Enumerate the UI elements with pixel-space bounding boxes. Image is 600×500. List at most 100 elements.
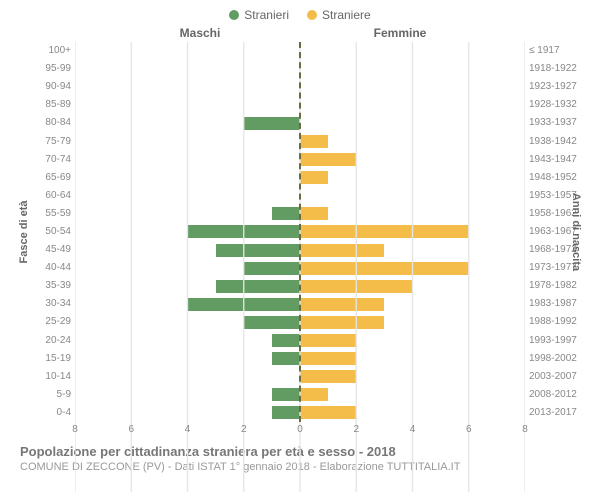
birth-year-label: 1983-1987	[529, 295, 580, 313]
age-label: 100+	[20, 42, 71, 60]
male-half	[75, 259, 300, 277]
male-bar	[216, 280, 300, 293]
male-half	[75, 404, 300, 422]
male-half	[75, 114, 300, 132]
age-label: 85-89	[20, 96, 71, 114]
male-bar	[272, 406, 300, 419]
birth-year-label: 1943-1947	[529, 151, 580, 169]
birth-year-label: 1918-1922	[529, 60, 580, 78]
center-line	[299, 42, 301, 422]
female-half	[300, 169, 525, 187]
col-header-left: Maschi	[100, 26, 300, 40]
male-half	[75, 132, 300, 150]
female-half	[300, 114, 525, 132]
female-half	[300, 386, 525, 404]
col-header-right: Femmine	[300, 26, 500, 40]
female-half	[300, 42, 525, 60]
male-half	[75, 60, 300, 78]
female-bar	[300, 262, 469, 275]
age-label: 15-19	[20, 350, 71, 368]
age-label: 75-79	[20, 132, 71, 150]
female-bar	[300, 388, 328, 401]
age-label: 25-29	[20, 313, 71, 331]
x-tick: 4	[185, 424, 191, 435]
male-bar	[272, 207, 300, 220]
male-bar	[244, 316, 300, 329]
male-half	[75, 96, 300, 114]
female-half	[300, 187, 525, 205]
age-label: 80-84	[20, 114, 71, 132]
footer: Popolazione per cittadinanza straniera p…	[10, 440, 590, 473]
male-bar	[216, 244, 300, 257]
female-half	[300, 277, 525, 295]
y-axis-title-left: Fasce di età	[18, 201, 30, 264]
x-tick: 8	[72, 424, 78, 435]
female-half	[300, 132, 525, 150]
male-bar	[188, 225, 301, 238]
female-half	[300, 404, 525, 422]
male-half	[75, 368, 300, 386]
female-half	[300, 78, 525, 96]
age-label: 20-24	[20, 332, 71, 350]
male-half	[75, 386, 300, 404]
legend-label-female: Straniere	[322, 8, 371, 22]
male-half	[75, 205, 300, 223]
legend-swatch-male	[229, 10, 239, 20]
legend-label-male: Stranieri	[244, 8, 289, 22]
bars-container	[75, 42, 525, 422]
birth-year-label: 1928-1932	[529, 96, 580, 114]
female-half	[300, 259, 525, 277]
x-tick: 2	[241, 424, 247, 435]
female-bar	[300, 406, 356, 419]
birth-year-label: 2003-2007	[529, 368, 580, 386]
age-label: 95-99	[20, 60, 71, 78]
female-half	[300, 313, 525, 331]
male-half	[75, 350, 300, 368]
birth-year-label: 1923-1927	[529, 78, 580, 96]
x-tick: 6	[128, 424, 134, 435]
male-bar	[272, 334, 300, 347]
birth-year-label: ≤ 1917	[529, 42, 580, 60]
age-label: 70-74	[20, 151, 71, 169]
age-label: 0-4	[20, 404, 71, 422]
female-half	[300, 241, 525, 259]
age-label: 35-39	[20, 277, 71, 295]
female-half	[300, 368, 525, 386]
male-bar	[244, 117, 300, 130]
female-bar	[300, 298, 384, 311]
x-tick: 6	[466, 424, 472, 435]
birth-year-label: 1998-2002	[529, 350, 580, 368]
birth-year-label: 2013-2017	[529, 404, 580, 422]
female-bar	[300, 280, 413, 293]
male-bar	[244, 262, 300, 275]
female-bar	[300, 370, 356, 383]
male-bar	[272, 388, 300, 401]
female-half	[300, 151, 525, 169]
male-bar	[188, 298, 301, 311]
birth-year-label: 2008-2012	[529, 386, 580, 404]
female-bar	[300, 225, 469, 238]
female-bar	[300, 135, 328, 148]
female-bar	[300, 207, 328, 220]
x-axis-right: 2468	[300, 422, 525, 440]
chart-title: Popolazione per cittadinanza straniera p…	[20, 444, 580, 459]
age-label: 5-9	[20, 386, 71, 404]
male-half	[75, 241, 300, 259]
pyramid-chart: Stranieri Straniere Maschi Femmine Fasce…	[0, 0, 600, 500]
male-half	[75, 151, 300, 169]
age-label: 30-34	[20, 295, 71, 313]
column-headers: Maschi Femmine	[100, 26, 500, 40]
male-half	[75, 313, 300, 331]
female-bar	[300, 171, 328, 184]
chart-subtitle: COMUNE DI ZECCONE (PV) - Dati ISTAT 1° g…	[20, 461, 580, 473]
female-half	[300, 60, 525, 78]
x-tick: 8	[522, 424, 528, 435]
birth-year-label: 1993-1997	[529, 332, 580, 350]
x-axis: 02468 2468	[75, 422, 525, 440]
age-label: 65-69	[20, 169, 71, 187]
female-half	[300, 223, 525, 241]
female-half	[300, 295, 525, 313]
birth-year-label: 1948-1952	[529, 169, 580, 187]
male-half	[75, 169, 300, 187]
female-bar	[300, 153, 356, 166]
